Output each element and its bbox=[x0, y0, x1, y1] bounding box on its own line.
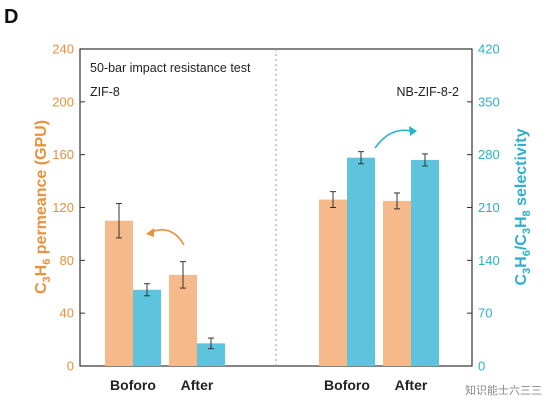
left-tick-label: 200 bbox=[52, 94, 74, 109]
selectivity-bar bbox=[411, 159, 439, 366]
left-tick-label: 80 bbox=[60, 253, 74, 268]
category-labels: Boforo After Boforo After bbox=[110, 377, 428, 393]
category-label: Boforo bbox=[324, 377, 370, 393]
left-axis: 0 40 80 120 160 200 240 bbox=[52, 42, 85, 374]
left-tick-label: 120 bbox=[52, 200, 74, 215]
watermark: 知识能士六三三 bbox=[465, 383, 542, 397]
permeance-bar bbox=[319, 199, 347, 366]
chart-title: 50-bar impact resistance test bbox=[90, 61, 251, 75]
right-axis-title: C3H6/C3H8 selectivity bbox=[513, 128, 533, 285]
right-tick-label: 210 bbox=[478, 200, 500, 215]
category-label: After bbox=[181, 377, 214, 393]
stable-arrowhead-icon bbox=[409, 126, 417, 136]
permeance-bar bbox=[105, 220, 133, 366]
group-label-nb-zif: NB-ZIF-8-2 bbox=[397, 85, 460, 99]
panel-letter: D bbox=[4, 6, 18, 28]
category-label: After bbox=[395, 377, 428, 393]
decrease-arrow-icon bbox=[150, 229, 185, 246]
right-tick-label: 420 bbox=[478, 42, 500, 57]
right-tick-label: 350 bbox=[478, 94, 500, 109]
left-tick-label: 0 bbox=[67, 359, 74, 374]
permeance-bar bbox=[169, 274, 197, 366]
right-axis: 0 70 140 210 280 350 420 bbox=[467, 42, 500, 374]
stable-arrow-icon bbox=[374, 129, 412, 149]
left-tick-label: 160 bbox=[52, 147, 74, 162]
right-tick-label: 70 bbox=[478, 306, 492, 321]
category-label: Boforo bbox=[110, 377, 156, 393]
right-tick-label: 280 bbox=[478, 147, 500, 162]
selectivity-bar bbox=[347, 157, 375, 366]
right-tick-label: 140 bbox=[478, 253, 500, 268]
permeance-bar bbox=[383, 200, 411, 366]
selectivity-bar bbox=[133, 289, 161, 366]
left-axis-title: C3H6 permeance (GPU) bbox=[33, 120, 53, 294]
bars bbox=[105, 151, 439, 366]
left-tick-label: 40 bbox=[60, 306, 74, 321]
right-tick-label: 0 bbox=[478, 359, 485, 374]
selectivity-bar bbox=[197, 343, 225, 366]
decrease-arrowhead-icon bbox=[146, 228, 154, 237]
group-label-zif8: ZIF-8 bbox=[90, 85, 120, 99]
left-tick-label: 240 bbox=[52, 42, 74, 57]
